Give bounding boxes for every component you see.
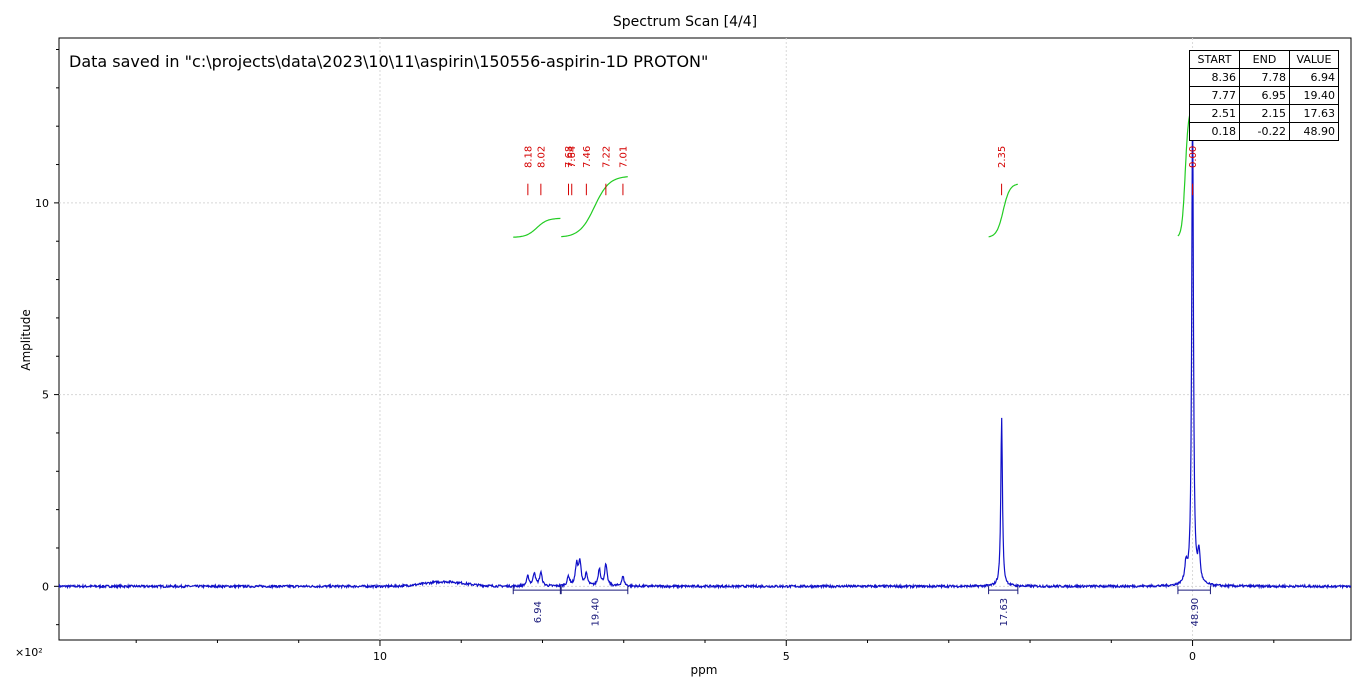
scale-factor-label: ×10²: [15, 646, 43, 659]
cell-end: 6.95: [1239, 86, 1290, 105]
header-end: END: [1239, 50, 1290, 69]
x-tick-label: 0: [1189, 650, 1196, 663]
cell-end: 7.78: [1239, 68, 1290, 87]
cell-value: 19.40: [1289, 86, 1339, 105]
peak-label: 7.01: [618, 146, 629, 168]
header-start: START: [1189, 50, 1240, 69]
integral-curve: [513, 217, 561, 238]
header-value: VALUE: [1289, 50, 1339, 69]
peak-label: 0.00: [1188, 146, 1199, 168]
grid-lines: [59, 38, 1351, 640]
table-row: 0.18 -0.22 48.90: [1189, 122, 1339, 141]
integral-curve: [988, 183, 1018, 238]
y-axis: 0 5 10: [35, 49, 59, 626]
chart-title: Spectrum Scan [4/4]: [612, 14, 758, 30]
plot-frame: [58, 37, 1352, 641]
peak-label: 8.02: [536, 146, 547, 168]
peak-label: 7.22: [601, 146, 612, 168]
integral-value-label: 48.90: [1190, 598, 1201, 627]
integral-brackets: 6.94 19.40 17.63 48.90: [512, 586, 1211, 627]
table-row: 2.51 2.15 17.63: [1189, 104, 1339, 123]
cell-end: -0.22: [1239, 122, 1290, 141]
cell-end: 2.15: [1239, 104, 1290, 123]
cell-start: 0.18: [1189, 122, 1240, 141]
peak-label: 7.68: [564, 146, 575, 168]
integral-value-label: 19.40: [590, 598, 601, 627]
table-row: 8.36 7.78 6.94: [1189, 68, 1339, 87]
cell-value: 48.90: [1289, 122, 1339, 141]
saved-path-annotation: Data saved in "c:\projects\data\2023\10\…: [69, 52, 709, 71]
table-row: 7.77 6.95 19.40: [1189, 86, 1339, 105]
cell-start: 7.77: [1189, 86, 1240, 105]
peak-label: 7.64: [567, 146, 578, 168]
y-tick-label: 10: [35, 197, 49, 210]
x-axis-label: ppm: [690, 663, 718, 677]
integral-value-label: 6.94: [533, 601, 544, 623]
peak-label: 7.46: [582, 146, 593, 168]
peak-label: 8.18: [523, 146, 534, 168]
cell-value: 6.94: [1289, 68, 1339, 87]
cell-start: 2.51: [1189, 104, 1240, 123]
integral-curves: [513, 108, 1193, 238]
x-tick-label: 5: [783, 650, 790, 663]
integral-table-header: START END VALUE: [1189, 50, 1339, 69]
integral-curve: [561, 176, 628, 238]
y-tick-label: 0: [42, 580, 49, 593]
cell-start: 8.36: [1189, 68, 1240, 87]
peak-labels: 8.18 8.02 7.687.64 7.46 7.22 7.01 2.35 0.00: [523, 146, 1199, 196]
integral-table: START END VALUE 8.36 7.78 6.94 7.77 6.95…: [1189, 50, 1339, 141]
peak-label: 2.35: [997, 146, 1008, 168]
y-axis-label: Amplitude: [19, 309, 33, 371]
y-tick-label: 5: [42, 389, 49, 402]
spectrum-line: [58, 95, 1352, 590]
integral-value-label: 17.63: [999, 598, 1010, 627]
x-axis: 10 5 0: [135, 640, 1275, 663]
x-tick-label: 10: [373, 650, 387, 663]
cell-value: 17.63: [1289, 104, 1339, 123]
